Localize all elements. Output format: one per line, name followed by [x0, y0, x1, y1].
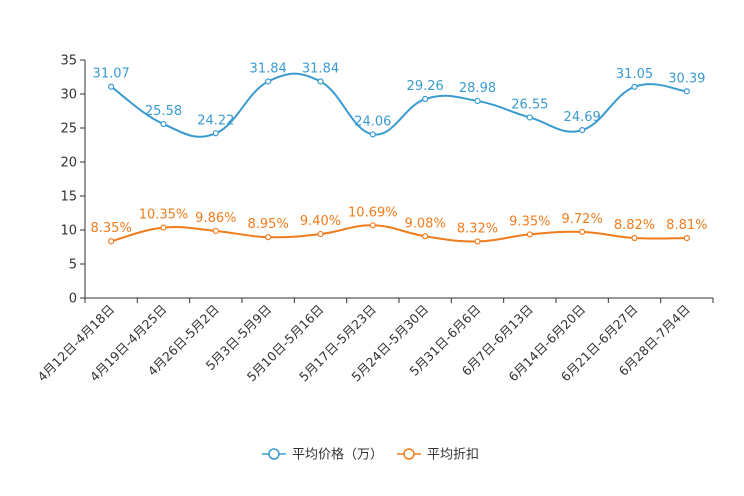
data-point[interactable]	[369, 222, 376, 229]
legend-item-1[interactable]: 平均价格（万）	[262, 447, 383, 463]
data-label: 31.07	[93, 67, 130, 82]
data-label: 8.32%	[457, 221, 498, 236]
data-point[interactable]	[683, 88, 690, 95]
data-point[interactable]	[212, 130, 219, 137]
data-point[interactable]	[108, 83, 115, 90]
data-label: 26.55	[511, 97, 548, 112]
y-tick-label: 30	[60, 88, 77, 103]
data-point[interactable]	[317, 78, 324, 85]
data-label: 9.08%	[405, 216, 446, 231]
legend-label: 平均价格（万）	[292, 447, 383, 463]
data-label: 9.72%	[562, 212, 603, 227]
data-label: 8.95%	[248, 217, 289, 232]
data-point[interactable]	[422, 233, 429, 240]
data-point[interactable]	[108, 238, 115, 245]
data-label: 10.35%	[139, 208, 189, 223]
series-layer: 31.07 25.58 24.22 31.84 31.84 24.06 29.26 28.98…	[91, 61, 707, 245]
y-tick-label: 0	[69, 292, 77, 307]
data-point[interactable]	[631, 234, 638, 242]
y-tick-label: 15	[60, 190, 77, 205]
data-label: 8.82%	[614, 218, 655, 233]
data-label: 8.81%	[666, 218, 707, 233]
x-axis: 4月12日-4月18日4月19日-4月25日4月26日-5月2日5月3日-5月9…	[34, 297, 714, 384]
data-label: 8.35%	[91, 221, 132, 236]
data-label: 28.98	[459, 81, 496, 96]
data-point[interactable]	[265, 78, 272, 85]
data-point[interactable]	[631, 83, 638, 90]
data-label: 29.26	[407, 79, 444, 94]
legend-item-2[interactable]: 平均折扣	[397, 448, 479, 463]
data-point[interactable]	[474, 97, 481, 105]
y-axis: 0 5 10 15 20 25 30 35	[60, 54, 86, 307]
legend-marker	[268, 448, 280, 460]
data-label: 31.05	[616, 67, 653, 82]
data-label: 9.86%	[195, 211, 236, 226]
data-label: 25.58	[145, 104, 182, 119]
data-label: 10.69%	[348, 205, 398, 220]
series-line	[110, 72, 687, 138]
data-label: 30.39	[668, 71, 705, 86]
series-line	[110, 224, 687, 243]
y-tick-label: 25	[60, 122, 77, 137]
data-point[interactable]	[160, 224, 167, 231]
legend-marker	[403, 448, 415, 460]
data-label: 31.84	[250, 61, 287, 76]
data-point[interactable]	[212, 227, 219, 235]
data-label: 24.69	[564, 110, 601, 125]
data-label: 9.35%	[509, 214, 550, 229]
y-tick-label: 10	[60, 224, 77, 239]
series-1: 31.07 25.58 24.22 31.84 31.84 24.06 29.26 28.98…	[93, 61, 705, 138]
data-point[interactable]	[265, 234, 272, 241]
data-label: 9.40%	[300, 214, 341, 229]
data-label: 24.06	[354, 114, 391, 129]
legend[interactable]: 平均价格（万） 平均折扣	[262, 447, 479, 463]
legend-label: 平均折扣	[427, 448, 479, 463]
data-point[interactable]	[526, 231, 533, 238]
data-point[interactable]	[579, 127, 586, 134]
y-tick-label: 35	[60, 54, 77, 69]
data-point[interactable]	[474, 238, 481, 245]
y-tick-label: 20	[60, 156, 77, 171]
data-point[interactable]	[422, 95, 429, 103]
data-point[interactable]	[369, 131, 376, 138]
data-point[interactable]	[317, 230, 324, 238]
y-tick-label: 5	[69, 258, 77, 273]
data-label: 31.84	[302, 61, 339, 76]
data-label: 24.22	[197, 113, 234, 128]
series-2: 8.35% 10.35% 9.86% 8.95% 9.40% 10.69% 9.08% 8.3…	[91, 205, 707, 245]
data-point[interactable]	[526, 114, 533, 121]
data-point[interactable]	[579, 228, 586, 236]
data-point[interactable]	[683, 234, 690, 242]
data-point[interactable]	[160, 120, 167, 128]
